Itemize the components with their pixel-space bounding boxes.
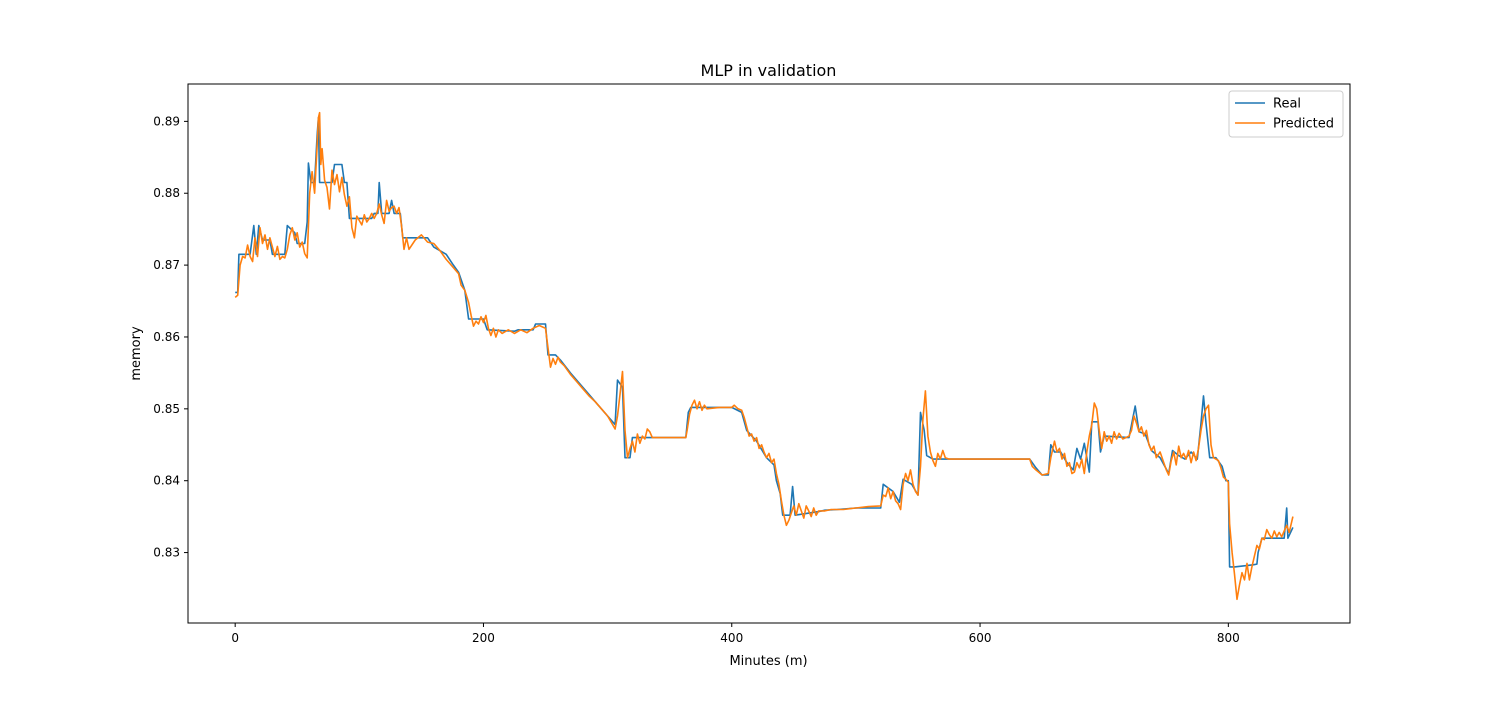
- series-line-predicted: [234, 111, 1294, 601]
- x-tick-label: 200: [472, 631, 495, 645]
- y-tick-label: 0.84: [153, 474, 180, 488]
- y-tick-label: 0.88: [153, 186, 180, 200]
- x-axis-label: Minutes (m): [729, 654, 807, 669]
- y-tick-label: 0.83: [153, 546, 180, 560]
- series-layer: [234, 111, 1294, 601]
- legend-label-real: Real: [1273, 97, 1301, 112]
- x-tick-label: 800: [1217, 631, 1240, 645]
- y-tick-label: 0.86: [153, 330, 180, 344]
- y-axis-label: memory: [129, 326, 144, 381]
- legend: Real Predicted: [1228, 90, 1344, 138]
- plot-area-frame: [187, 83, 1351, 624]
- chart-title: MLP in validation: [701, 61, 837, 80]
- x-tick-label: 400: [720, 631, 743, 645]
- x-tick-label: 0: [231, 631, 239, 645]
- y-tick-label: 0.89: [153, 114, 180, 128]
- y-tick-label: 0.85: [153, 402, 180, 416]
- series-line-real: [235, 117, 1294, 568]
- y-tick-label: 0.87: [153, 258, 180, 272]
- legend-label-predicted: Predicted: [1273, 117, 1334, 132]
- x-tick-label: 600: [969, 631, 992, 645]
- axes-layer: 0 200 400 600 800 0.83 0.84 0.85 0.86 0.87 0.88 0.8…: [153, 114, 1240, 645]
